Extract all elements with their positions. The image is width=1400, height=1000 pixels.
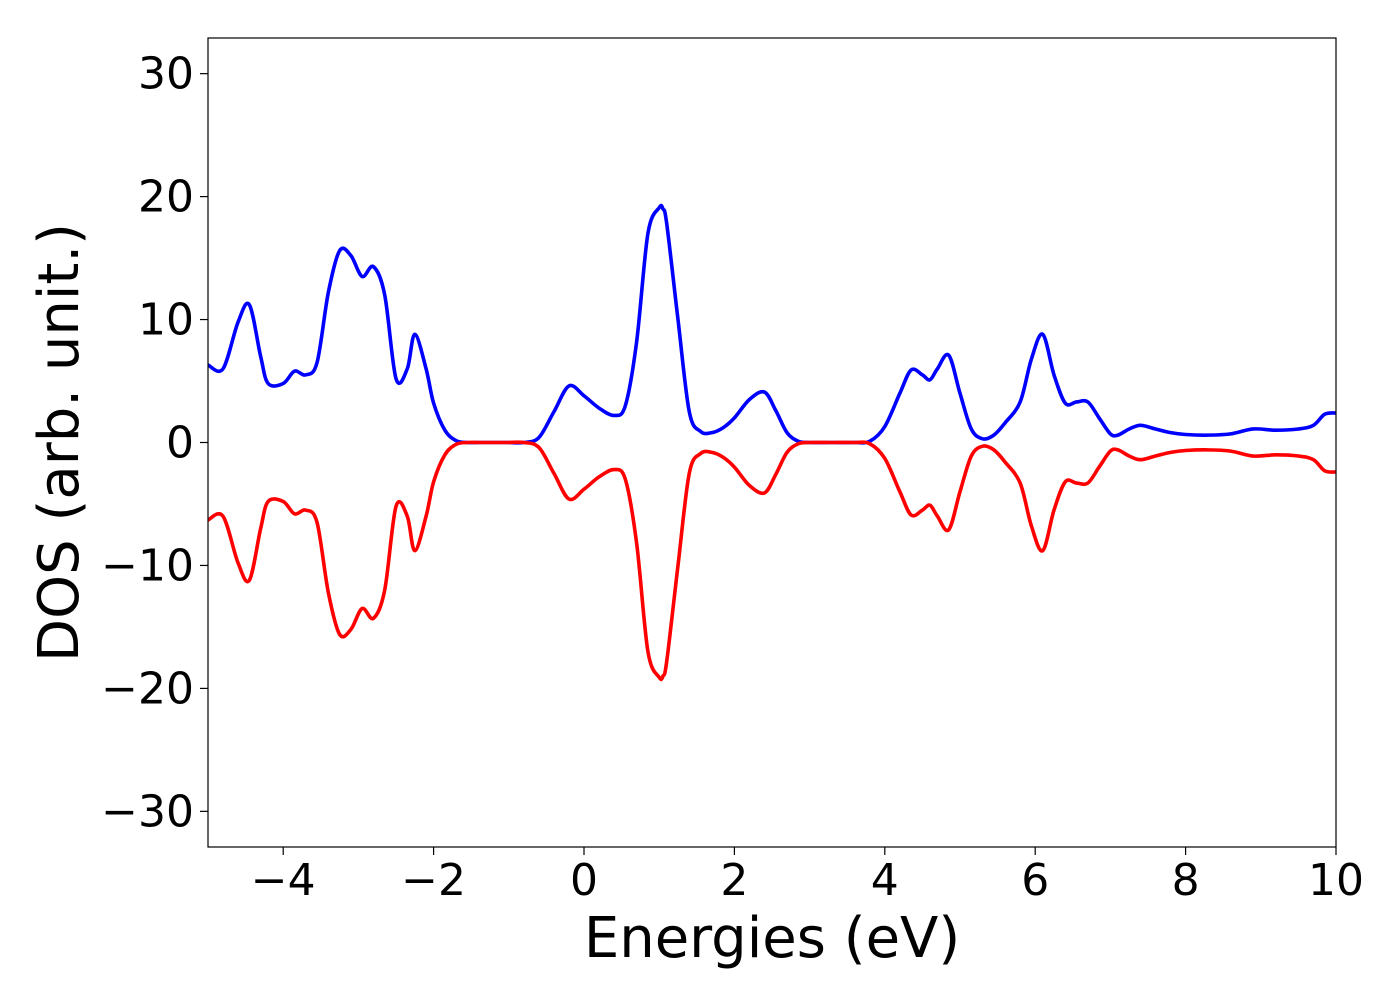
x-tick-label: 10 [1308,855,1364,906]
x-tick-label: 2 [720,855,748,906]
x-tick-label: 4 [871,855,899,906]
series-line-spin-down [208,440,1336,682]
y-tick-label: 30 [138,49,194,100]
x-tick-label: 6 [1021,855,1049,906]
y-tick-label: −20 [101,663,194,714]
y-axis-title: DOS (arb. unit.) [27,223,92,662]
x-tick-label: −4 [251,855,316,906]
x-axis-ticks: −4 −2 0 2 4 6 8 10 [251,847,1364,906]
y-tick-label: 0 [166,418,194,469]
plot-area [207,37,1337,848]
y-axis-ticks: −30 −20 −10 0 10 20 30 [101,49,208,837]
series-line-spin-up [208,203,1336,445]
x-tick-label: −2 [401,855,466,906]
y-tick-label: 10 [138,295,194,346]
plot-frame [207,37,1337,848]
y-tick-label: −10 [101,540,194,591]
x-tick-label: 8 [1172,855,1200,906]
y-tick-label: −30 [101,786,194,837]
series-group [208,203,1336,682]
x-tick-label: 0 [570,855,598,906]
x-axis-title: Energies (eV) [584,906,960,971]
y-tick-label: 20 [138,172,194,223]
